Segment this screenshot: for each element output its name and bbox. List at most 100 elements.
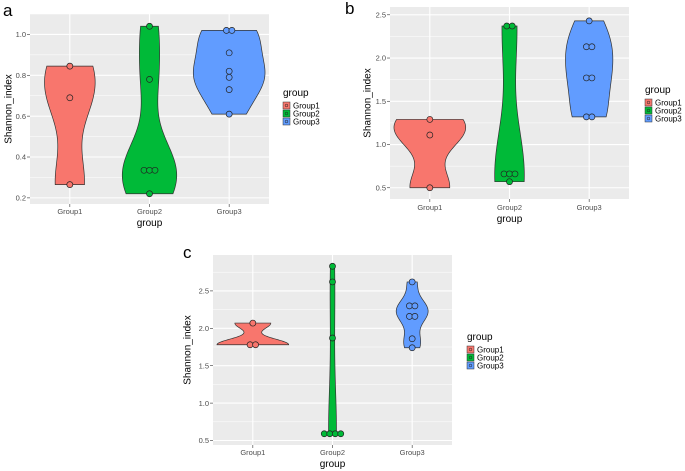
data-point (228, 26, 236, 34)
y-tick-label: 2.0 (199, 324, 209, 333)
legend-label: Group1 (477, 346, 504, 355)
data-point (500, 170, 508, 178)
x-axis-title: group (320, 459, 346, 470)
data-point (406, 312, 413, 320)
data-point (588, 113, 596, 121)
data-point (146, 190, 153, 198)
data-point (225, 86, 233, 93)
violin-group2 (494, 25, 525, 183)
legend-label: Group1 (655, 99, 682, 108)
panel-a: a 0.2 0.4 0.6 0.8 1.0 Group1 Group2 Group3 group S… (3, 1, 320, 229)
legend-key-point (646, 116, 651, 121)
legend-label: Group2 (655, 107, 682, 116)
y-axis-title: Shannon_index (4, 74, 15, 144)
data-point (426, 184, 434, 192)
data-point (223, 26, 230, 34)
legend-title: group (645, 85, 671, 96)
legend-key-point (468, 347, 473, 352)
x-tick-label: Group2 (320, 448, 345, 457)
data-point (408, 344, 416, 352)
data-point (508, 22, 516, 30)
legend-key-point (468, 363, 473, 368)
legend-key-point (284, 111, 289, 116)
x-tick-label: Group2 (137, 207, 162, 216)
data-point (146, 76, 153, 83)
data-point (225, 67, 233, 75)
y-tick-label: 1.0 (376, 140, 386, 149)
legend-key-point (284, 119, 289, 124)
y-tick-label: 2.0 (376, 54, 386, 63)
x-axis-title: group (137, 218, 163, 229)
data-point (408, 278, 416, 286)
violin-group1 (44, 65, 96, 185)
panel-label: a (3, 1, 13, 20)
data-point (408, 335, 416, 343)
data-point (337, 430, 345, 438)
legend-key-point (284, 103, 289, 108)
x-tick-label: Group1 (417, 203, 442, 212)
data-point (66, 181, 74, 188)
legend-key-point (468, 355, 473, 360)
y-tick-label: 1.5 (376, 97, 386, 106)
data-point (66, 62, 74, 70)
data-point (585, 17, 593, 25)
data-point (140, 166, 148, 174)
data-point (252, 341, 259, 349)
data-point (329, 334, 336, 342)
data-point (411, 302, 419, 310)
legend-key-point (646, 100, 651, 105)
data-point (225, 73, 233, 81)
data-point (411, 312, 419, 320)
data-point (506, 178, 513, 186)
data-point (225, 49, 233, 57)
data-point (511, 170, 519, 178)
x-tick-label: Group2 (497, 203, 522, 212)
data-point (249, 319, 257, 327)
data-point (588, 74, 596, 82)
data-point (406, 302, 413, 310)
data-point (320, 430, 328, 438)
y-tick-label: 1.5 (199, 361, 209, 370)
legend-label: Group3 (293, 118, 320, 127)
legend-title: group (467, 332, 493, 343)
x-axis-title: group (497, 214, 523, 225)
data-point (426, 116, 434, 123)
data-point (146, 22, 153, 30)
x-tick-label: Group1 (57, 207, 82, 216)
x-tick-label: Group1 (240, 448, 265, 457)
legend-key-point (646, 108, 651, 113)
legend-label: Group3 (655, 115, 682, 124)
y-tick-label: 0.4 (16, 153, 26, 162)
y-tick-label: 0.6 (16, 112, 26, 121)
data-point (426, 131, 434, 139)
y-axis-title: Shannon_index (183, 315, 194, 385)
data-point (583, 43, 590, 51)
data-point (225, 110, 233, 118)
legend-label: Group2 (477, 354, 504, 363)
y-tick-label: 0.2 (16, 194, 26, 203)
data-point (326, 430, 334, 438)
data-point (506, 170, 513, 178)
data-point (331, 430, 339, 438)
panel-label: c (183, 243, 192, 262)
y-tick-label: 2.5 (199, 287, 209, 296)
y-tick-label: 0.8 (16, 71, 26, 80)
legend-title: group (283, 88, 309, 99)
y-tick-label: 1.0 (16, 30, 26, 39)
data-point (503, 22, 511, 30)
legend-label: Group3 (477, 362, 504, 371)
data-point (66, 94, 74, 102)
x-tick-label: Group3 (577, 203, 602, 212)
panel-label: b (345, 0, 354, 18)
violin-group1 (393, 119, 467, 189)
y-tick-label: 0.5 (376, 183, 386, 192)
data-point (146, 166, 153, 174)
data-point (583, 113, 590, 121)
y-tick-label: 2.5 (376, 10, 386, 19)
data-point (583, 74, 590, 82)
